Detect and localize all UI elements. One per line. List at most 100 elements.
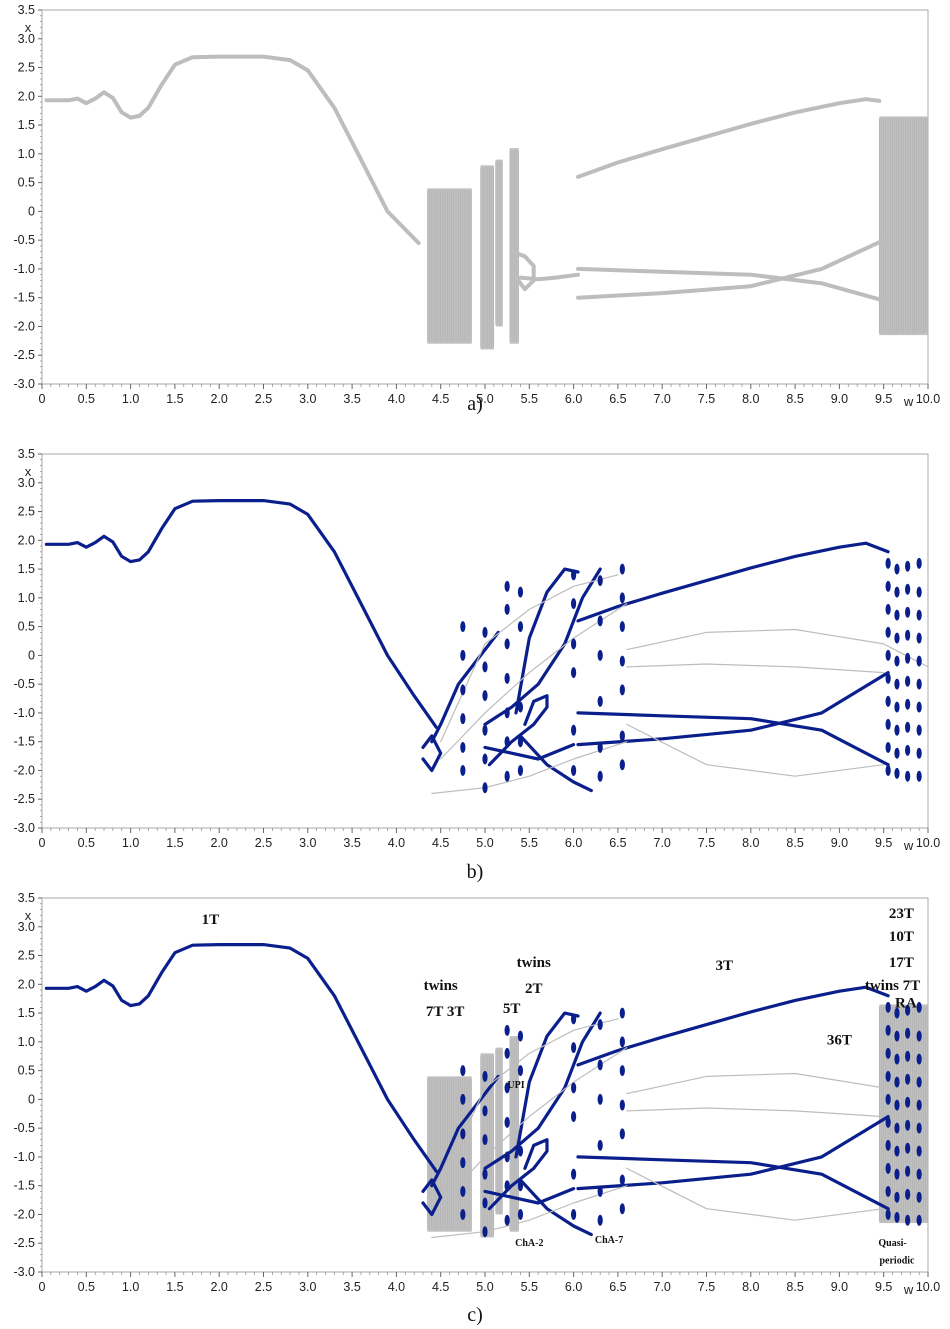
annotation-label: periodic	[879, 1255, 915, 1266]
annotation-label: ChA-7	[595, 1235, 623, 1246]
orbit-point	[517, 1030, 524, 1042]
orbit-point	[894, 1053, 900, 1065]
orbit-point	[905, 744, 911, 756]
orbit-point	[885, 557, 891, 569]
orbit-point	[597, 770, 603, 782]
x-tick-label: 8.0	[742, 1280, 759, 1294]
x-tick-label: 2.0	[211, 1280, 228, 1294]
orbit-point	[504, 638, 510, 650]
branch-curve	[576, 671, 890, 747]
orbit-point	[894, 1030, 900, 1042]
x-tick-label: 4.5	[432, 392, 449, 406]
orbit-point	[504, 672, 510, 684]
orbit-point	[894, 678, 900, 690]
orbit-point	[619, 1065, 625, 1077]
orbit-point	[916, 701, 922, 713]
orbit-point	[460, 621, 466, 633]
annotation-label: 36T	[827, 1033, 852, 1049]
gray-orbit-curve	[626, 663, 885, 674]
x-tick-label: 8.0	[742, 392, 759, 406]
y-tick-label: 0	[28, 648, 35, 662]
orbit-point	[894, 1122, 900, 1134]
y-tick-label: 3.5	[18, 447, 35, 461]
branch-curve	[576, 1115, 890, 1191]
annotation-label: twins	[517, 955, 551, 971]
orbit-point	[504, 603, 510, 615]
y-tick-label: -1.0	[13, 262, 35, 276]
orbit-point	[885, 649, 891, 661]
x-tick-label: 5.5	[521, 1280, 538, 1294]
y-tick-label: 1.0	[18, 147, 35, 161]
annotation-label: UPI	[507, 1080, 524, 1091]
x-tick-label: 5.5	[521, 392, 538, 406]
orbit-point	[916, 1145, 922, 1157]
orbit-point	[916, 1099, 922, 1111]
x-tick-label: 0	[39, 836, 46, 850]
orbit-point	[894, 586, 900, 598]
x-tick-label: 6.5	[609, 392, 626, 406]
orbit-point	[905, 629, 911, 641]
orbit-point	[916, 724, 922, 736]
branch-curve	[483, 743, 576, 761]
orbit-point	[504, 736, 510, 748]
gray-orbit-curve	[440, 574, 619, 743]
orbit-point	[885, 718, 891, 730]
branch-curve	[430, 630, 500, 744]
x-tick-label: 2.0	[211, 836, 228, 850]
orbit-point	[517, 1065, 524, 1077]
x-axis-label: w	[903, 838, 914, 853]
orbit-point	[885, 1185, 891, 1197]
orbit-point	[619, 730, 625, 742]
gray-orbit-curve	[626, 628, 929, 668]
orbit-point	[905, 1004, 911, 1016]
y-tick-label: 2.5	[18, 505, 35, 519]
annotation-label: Quasi-	[878, 1238, 906, 1249]
orbit-point	[885, 764, 891, 776]
y-tick-label: -1.5	[13, 1179, 35, 1193]
x-tick-label: 0.5	[78, 1280, 95, 1294]
x-tick-label: 7.0	[654, 392, 671, 406]
x-tick-label: 4.5	[432, 836, 449, 850]
orbit-point	[482, 782, 488, 794]
annotation-label: twins 7T	[865, 978, 920, 994]
orbit-point	[460, 1093, 466, 1105]
orbit-point	[504, 1214, 510, 1226]
branch-curve	[518, 1178, 593, 1237]
orbit-point	[482, 1134, 488, 1146]
branch-curve	[518, 734, 593, 793]
chaotic-band	[495, 159, 503, 327]
orbit-point	[885, 1116, 891, 1128]
panel-a: 3.5 3.0 2.5 2.0 1.5 1.0 0.5 0 -0.5 -1.0 -1.5 -2.0 -2…	[13, 3, 940, 415]
y-tick-label: 3.0	[18, 920, 35, 934]
orbit-point	[597, 1214, 603, 1226]
orbit-point	[905, 1096, 911, 1108]
x-tick-label: 9.0	[831, 392, 848, 406]
orbit-point	[597, 615, 603, 627]
orbit-point	[885, 1139, 891, 1151]
orbit-point	[460, 1157, 466, 1169]
orbit-point	[517, 701, 524, 713]
orbit-point	[916, 1030, 922, 1042]
annotation-label: 17T	[889, 955, 914, 971]
orbit-point	[571, 1168, 577, 1180]
orbit-point	[571, 724, 577, 736]
y-tick-label: -3.0	[13, 821, 35, 835]
panel-caption: a)	[467, 393, 483, 415]
orbit-point	[460, 1208, 466, 1220]
orbit-point	[619, 621, 625, 633]
orbit-point	[916, 1168, 922, 1180]
orbit-point	[597, 695, 603, 707]
orbit-point	[517, 736, 524, 748]
y-axis-label: x	[25, 464, 32, 479]
y-tick-label: 1.0	[18, 591, 35, 605]
y-tick-label: -2.0	[13, 763, 35, 777]
orbit-point	[571, 1082, 577, 1094]
x-tick-label: 9.5	[875, 392, 892, 406]
orbit-point	[905, 1188, 911, 1200]
orbit-point	[916, 1001, 922, 1013]
y-tick-label: 2.5	[18, 949, 35, 963]
orbit-point	[885, 626, 891, 638]
orbit-point	[504, 1116, 510, 1128]
orbit-point	[571, 1042, 577, 1054]
x-tick-label: 9.5	[875, 1280, 892, 1294]
